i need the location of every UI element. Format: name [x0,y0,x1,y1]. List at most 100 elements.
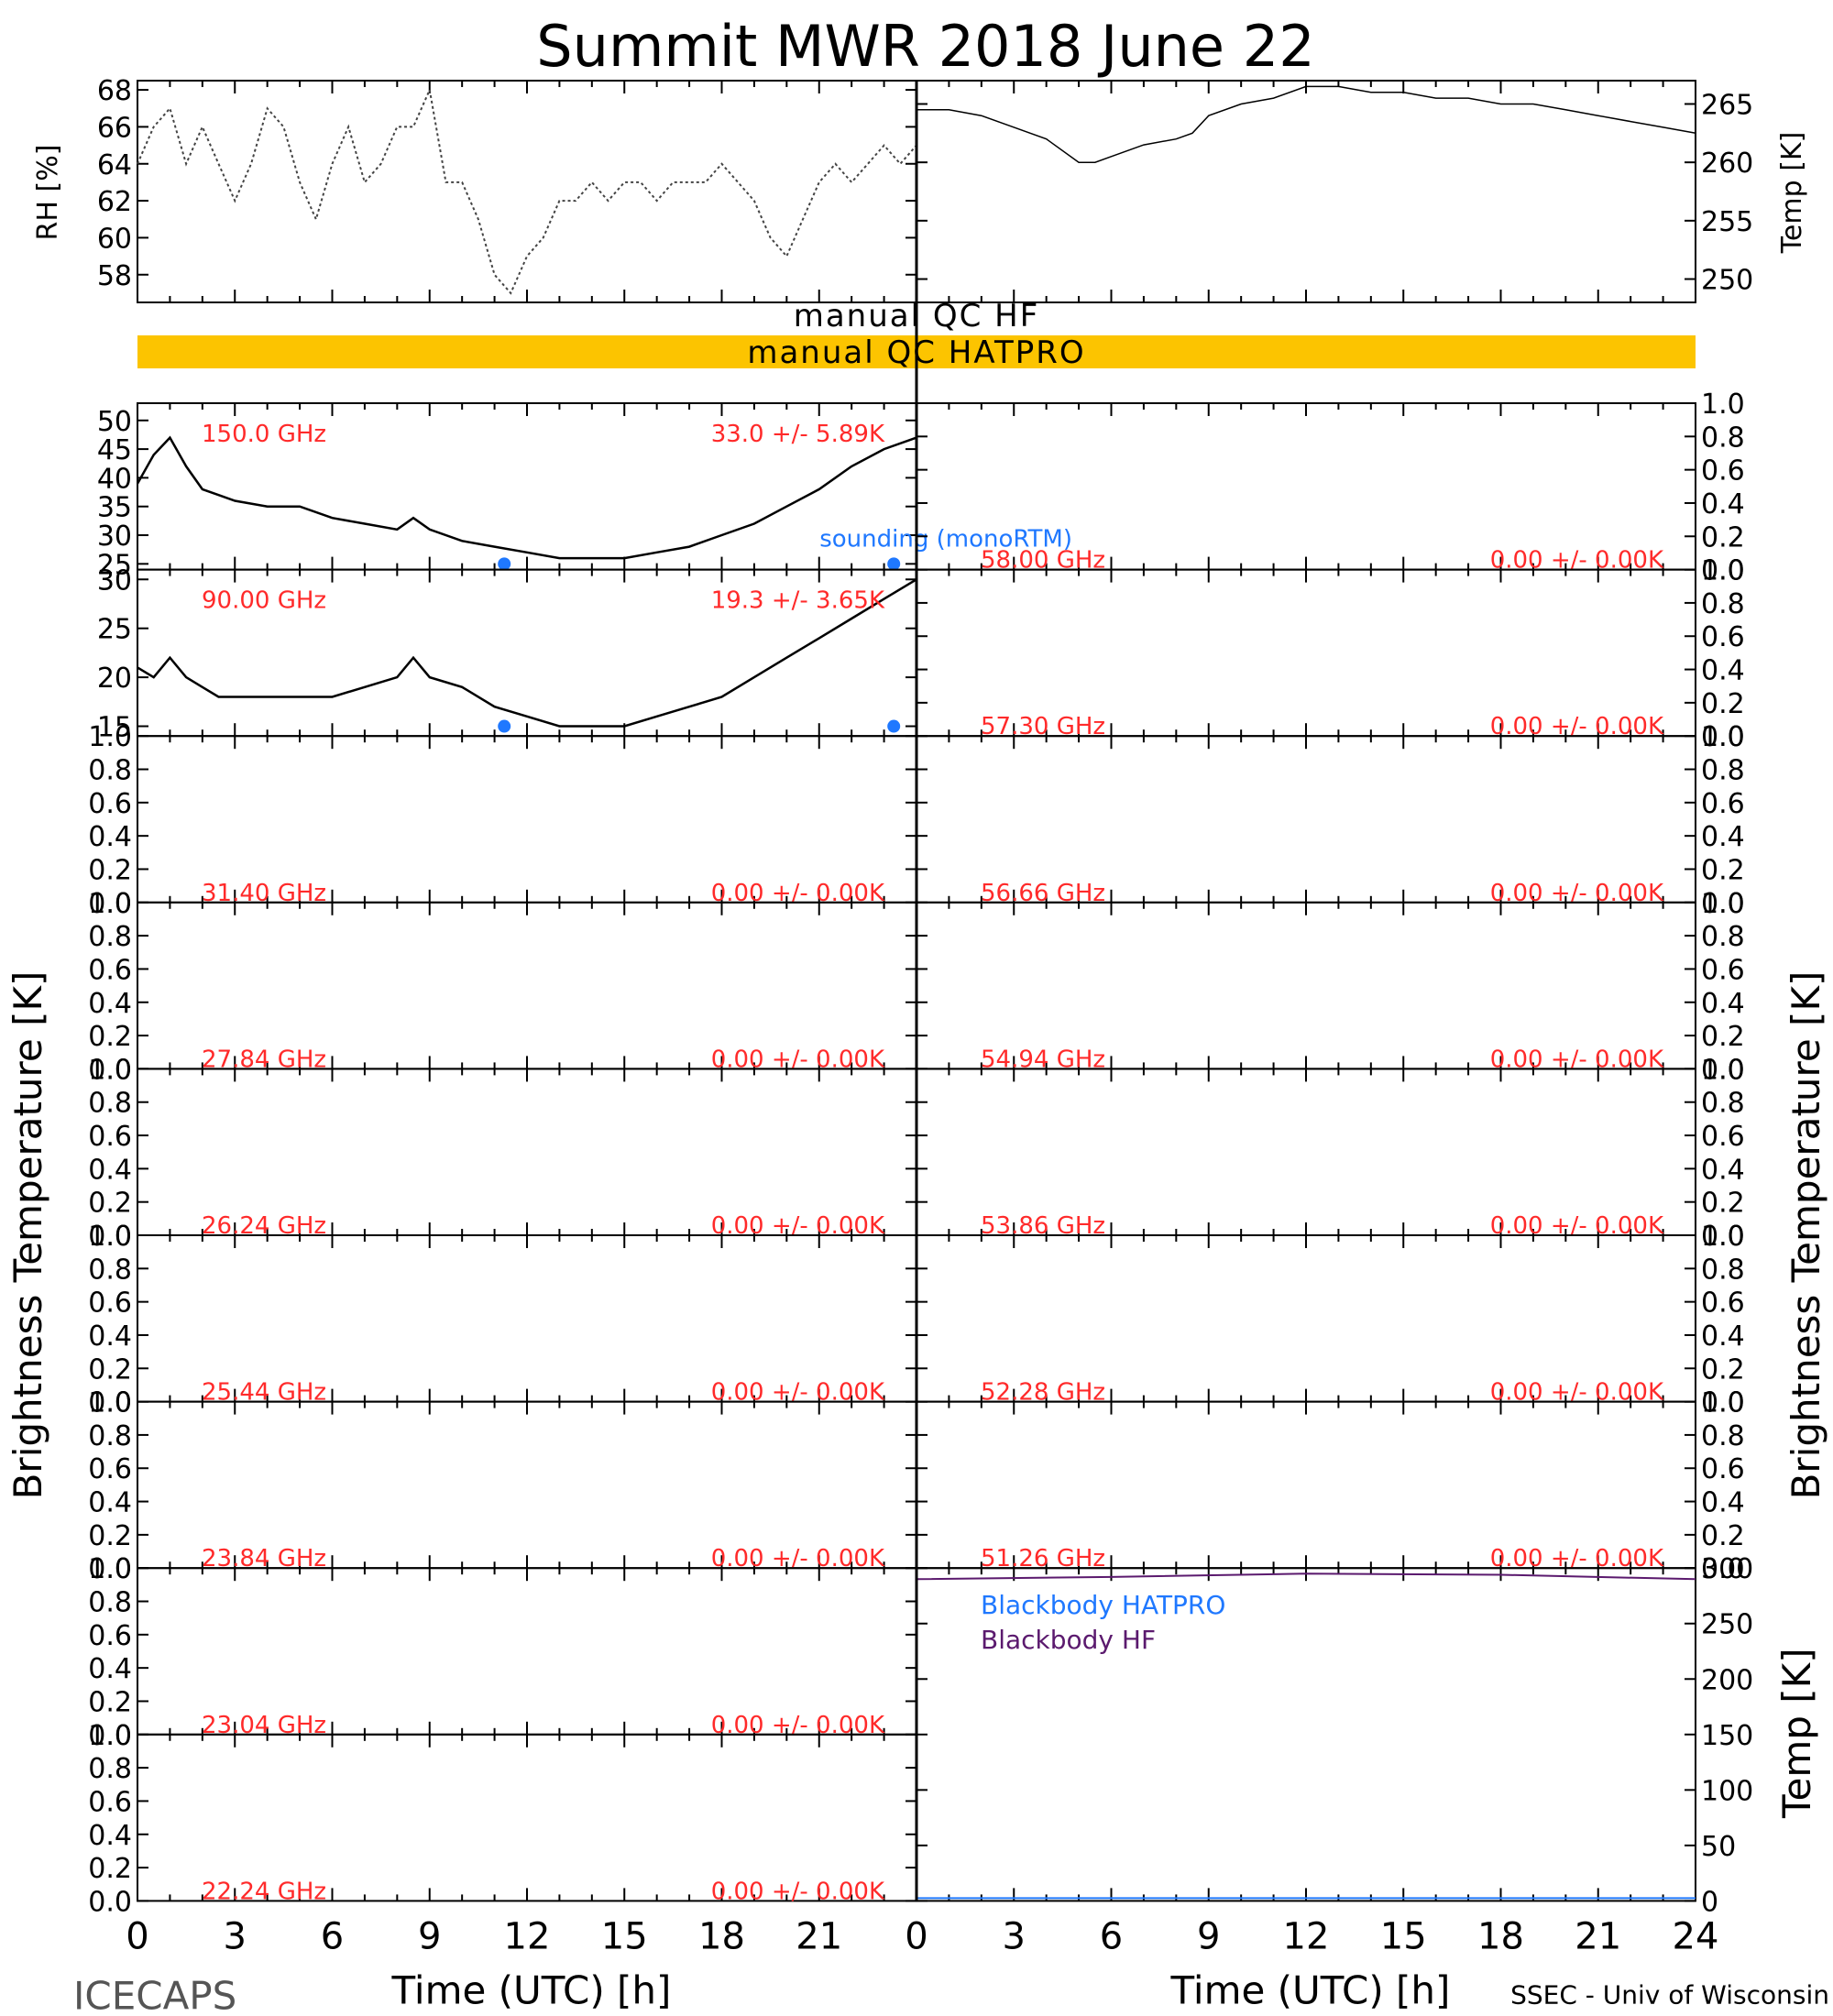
y-tick-label: 0.6 [1701,1121,1745,1153]
time-tick-label: 15 [1380,1915,1427,1957]
y-tick-label: 50 [1701,1831,1736,1863]
y-tick-label: 100 [1701,1775,1753,1807]
y-tick-label: 0.0 [88,1720,132,1752]
y-tick-label: 0.4 [88,821,132,853]
y-tick-label: 1.0 [1701,888,1745,920]
left-panel-6 [137,1400,917,1570]
y-tick-label: 35 [97,492,132,524]
y-tick-label: 0.2 [88,1520,132,1552]
time-tick-label: 21 [796,1915,842,1957]
y-tick-label: 0.4 [88,1653,132,1685]
y-tick-label: 0.4 [88,1320,132,1353]
y-tick-label: 60 [97,223,132,255]
y-tick-label: 58 [97,260,132,292]
stats-label: 19.3 +/- 3.65K [711,587,885,615]
blackbody-hf-series [916,1572,1696,1581]
temp-series [916,85,1696,163]
y-tick-label: 0.4 [88,1154,132,1186]
y-tick-label: 0.2 [1701,1520,1745,1552]
y-tick-label: 255 [1701,206,1753,238]
y-tick-label: 62 [97,186,132,218]
y-tick-label: 0.6 [1701,621,1745,653]
y-tick-label: 0.6 [1701,1453,1745,1485]
y-tick-label: 1.0 [88,888,132,920]
y-tick-label: 1.0 [1701,721,1745,753]
sounding-point [887,557,901,571]
y-tick-label: 0.4 [1701,1487,1745,1519]
sounding-point [498,719,511,733]
sounding-point [887,719,901,733]
y-tick-label: 0.2 [1701,854,1745,886]
y-tick-label: 66 [97,112,132,144]
y-tick-label: 0.6 [1701,1287,1745,1320]
blackbody-temp-axis-label: Temp [K] [1774,1648,1819,1819]
y-tick-label: 0.6 [88,1786,132,1818]
y-tick-label: 0 [1701,1886,1718,1918]
y-tick-label: 0.8 [1701,1088,1745,1120]
time-tick-label: 9 [1197,1915,1220,1957]
right-panel-2 [916,735,1696,904]
y-tick-label: 0.0 [1701,1221,1745,1253]
y-tick-label: 300 [1701,1553,1753,1585]
y-tick-label: 0.4 [1701,1320,1745,1353]
time-tick-label: 0 [905,1915,927,1957]
y-tick-label: 0.4 [1701,1154,1745,1186]
frequency-label: 22.24 GHz [202,1878,326,1905]
y-tick-label: 0.4 [1701,821,1745,853]
time-tick-label: 6 [1100,1915,1123,1957]
y-tick-label: 0.2 [88,1353,132,1386]
y-tick-label: 0.2 [88,1686,132,1718]
y-tick-label: 0.6 [88,954,132,986]
page-title: Summit MWR 2018 June 22 [536,13,1314,80]
y-tick-label: 0.8 [1701,588,1745,620]
y-tick-label: 0.6 [88,1121,132,1153]
y-tick-label: 0.4 [88,988,132,1020]
y-tick-label: 15 [97,712,132,744]
y-tick-label: 0.8 [1701,921,1745,953]
y-tick-label: 265 [1701,89,1753,121]
y-tick-label: 200 [1701,1664,1753,1696]
y-tick-label: 1.0 [88,1720,132,1752]
footer-icecaps: ICECAPS [73,1973,236,2016]
y-tick-label: 1.0 [88,1387,132,1419]
y-tick-label: 0.0 [1701,1387,1745,1419]
y-tick-label: 1.0 [88,1221,132,1253]
legend-blackbody-hatpro: Blackbody HATPRO [981,1590,1225,1620]
time-tick-label: 18 [698,1915,745,1957]
y-tick-label: 1.0 [88,721,132,753]
y-tick-label: 0.2 [88,854,132,886]
y-tick-label: 0.0 [88,1886,132,1918]
time-tick-label: 12 [1283,1915,1330,1957]
y-tick-label: 0.6 [88,1453,132,1485]
y-tick-label: 0.8 [88,921,132,953]
temp-axis-label: Temp [K] [1776,132,1808,255]
y-tick-label: 0.6 [88,1287,132,1320]
sounding-label: sounding (monoRTM) [819,526,1072,553]
y-tick-label: 150 [1701,1720,1753,1752]
y-tick-label: 250 [1701,1609,1753,1641]
y-tick-label: 0.6 [1701,954,1745,986]
y-tick-label: 0.0 [1701,1553,1745,1585]
right-panel-3 [916,901,1696,1070]
time-tick-label: 0 [126,1915,148,1957]
left-panel-2 [137,735,917,904]
rh-panel [137,80,917,303]
y-tick-label: 0.0 [1701,888,1745,920]
y-tick-label: 0.6 [1701,788,1745,820]
time-tick-label: 12 [504,1915,551,1957]
y-tick-label: 0.8 [88,1587,132,1619]
y-tick-label: 260 [1701,148,1753,180]
y-tick-label: 0.8 [1701,1254,1745,1286]
frequency-label: 150.0 GHz [202,421,326,448]
y-tick-label: 250 [1701,265,1753,297]
y-tick-label: 0.4 [1701,988,1745,1020]
y-tick-label: 0.0 [88,1221,132,1253]
y-tick-label: 0.2 [1701,1021,1745,1053]
y-tick-label: 0.2 [1701,1353,1745,1386]
y-tick-label: 0.2 [1701,1188,1745,1220]
y-tick-label: 1.0 [88,1054,132,1086]
y-tick-label: 0.2 [1701,521,1745,553]
rh-series [137,86,917,295]
y-tick-label: 40 [97,463,132,495]
